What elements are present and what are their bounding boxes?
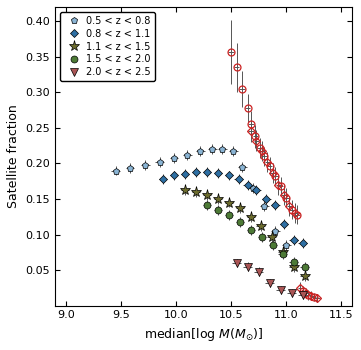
Legend: 0.5 < z < 0.8, 0.8 < z < 1.1, 1.1 < z < 1.5, 1.5 < z < 2.0, 2.0 < z < 2.5: 0.5 < z < 0.8, 0.8 < z < 1.1, 1.1 < z < … xyxy=(60,12,155,81)
Y-axis label: Satellite fraction: Satellite fraction xyxy=(7,104,20,208)
X-axis label: median[log $M(M_{\odot})$]: median[log $M(M_{\odot})$] xyxy=(144,326,264,343)
